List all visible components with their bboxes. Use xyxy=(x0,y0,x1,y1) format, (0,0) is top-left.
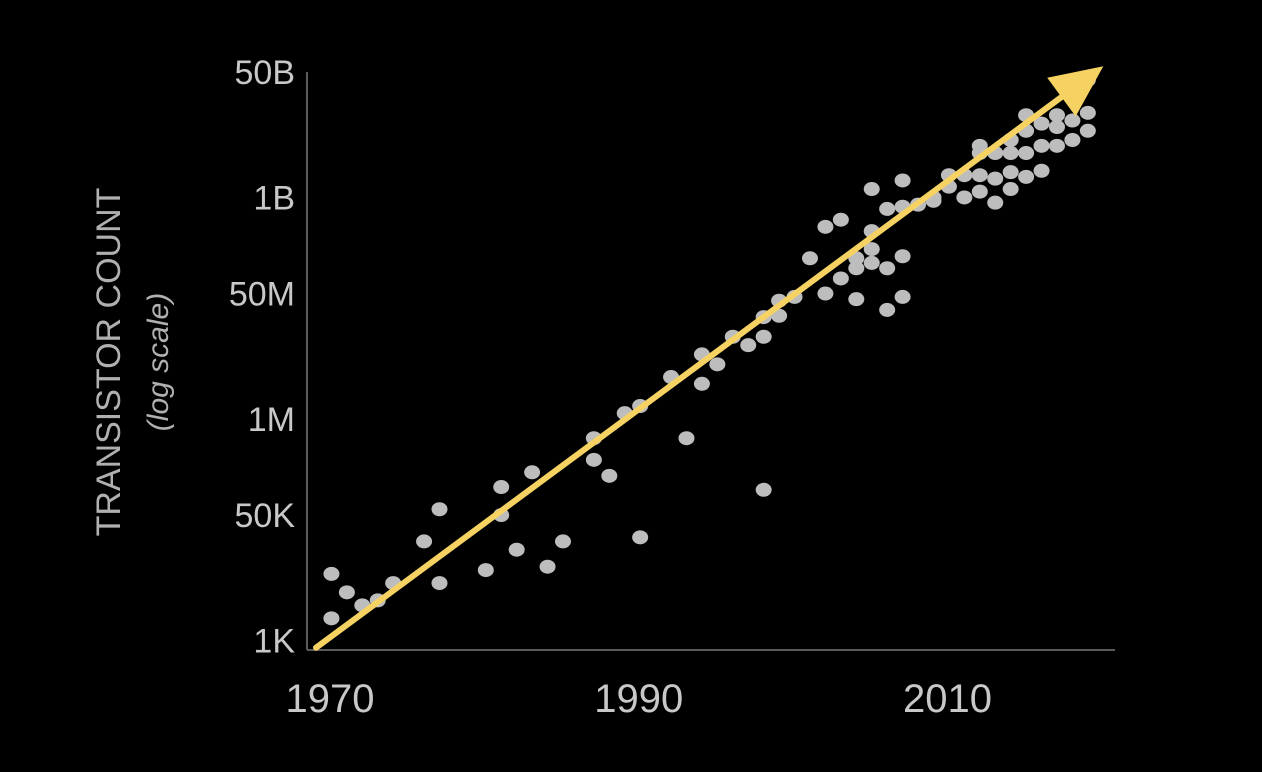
data-point xyxy=(1048,119,1065,134)
y-tick-label: 50B xyxy=(235,54,296,92)
data-point xyxy=(524,465,541,480)
data-point xyxy=(755,329,772,344)
data-point xyxy=(987,195,1004,210)
y-axis-subtitle: (log scale) xyxy=(142,293,175,431)
data-point xyxy=(848,292,865,307)
data-point xyxy=(493,480,510,495)
x-tick-labels: 1970 1990 2010 xyxy=(286,677,992,721)
data-point xyxy=(1002,146,1019,161)
trend-arrowhead xyxy=(1047,66,1104,117)
y-axis-label: TRANSISTOR COUNT xyxy=(90,188,128,537)
data-point xyxy=(879,261,896,276)
data-point xyxy=(971,168,988,183)
data-point xyxy=(894,249,911,264)
trend-arrow xyxy=(313,66,1104,651)
data-points xyxy=(323,72,1096,626)
data-point xyxy=(863,242,880,257)
data-point xyxy=(817,286,834,301)
y-axis-sublabel: (log scale) xyxy=(142,293,175,431)
data-point xyxy=(1048,138,1065,153)
data-point xyxy=(879,201,896,216)
trend-line xyxy=(313,94,1065,651)
data-point xyxy=(740,338,757,353)
data-point xyxy=(1018,169,1035,184)
data-point xyxy=(709,357,726,372)
data-point xyxy=(1079,105,1096,120)
data-point xyxy=(431,576,448,591)
data-point xyxy=(632,530,649,545)
data-point xyxy=(508,542,525,557)
data-point xyxy=(1064,133,1081,148)
data-point xyxy=(338,585,355,600)
data-point xyxy=(1033,116,1050,131)
data-point xyxy=(863,255,880,270)
data-point xyxy=(1002,165,1019,180)
data-point xyxy=(554,534,571,549)
y-tick-label: 1K xyxy=(253,623,295,661)
data-point xyxy=(416,534,433,549)
data-point xyxy=(894,173,911,188)
data-point xyxy=(323,566,340,581)
data-point xyxy=(879,302,896,317)
x-tick-label: 1990 xyxy=(594,677,683,721)
data-point xyxy=(848,261,865,276)
data-point xyxy=(1064,113,1081,128)
data-point xyxy=(1048,108,1065,123)
x-tick-label: 2010 xyxy=(903,677,992,721)
x-tick-label: 1970 xyxy=(286,677,375,721)
y-axis-title: TRANSISTOR COUNT xyxy=(90,188,128,537)
y-tick-label: 1B xyxy=(253,179,295,217)
y-tick-labels: 1K 50K 1M 50M 1B 50B xyxy=(229,54,295,661)
data-point xyxy=(987,171,1004,186)
data-point xyxy=(1033,163,1050,178)
data-point xyxy=(1079,123,1096,138)
y-tick-label: 1M xyxy=(248,401,295,439)
y-tick-label: 50M xyxy=(229,276,295,314)
data-point xyxy=(832,212,849,227)
data-point xyxy=(601,468,618,483)
data-point xyxy=(1018,146,1035,161)
data-point xyxy=(431,502,448,517)
data-point xyxy=(956,190,973,205)
data-point xyxy=(1002,182,1019,197)
data-point xyxy=(832,271,849,286)
data-point xyxy=(971,184,988,199)
y-tick-label: 50K xyxy=(235,497,296,535)
data-point xyxy=(477,563,494,578)
data-point xyxy=(863,182,880,197)
data-point xyxy=(585,452,602,467)
data-point xyxy=(801,251,818,266)
data-point xyxy=(894,289,911,304)
data-point xyxy=(678,431,695,446)
data-point xyxy=(1033,138,1050,153)
data-point xyxy=(539,559,556,574)
data-point xyxy=(817,219,834,234)
data-point xyxy=(323,611,340,626)
data-point xyxy=(693,376,710,391)
data-point xyxy=(755,482,772,497)
